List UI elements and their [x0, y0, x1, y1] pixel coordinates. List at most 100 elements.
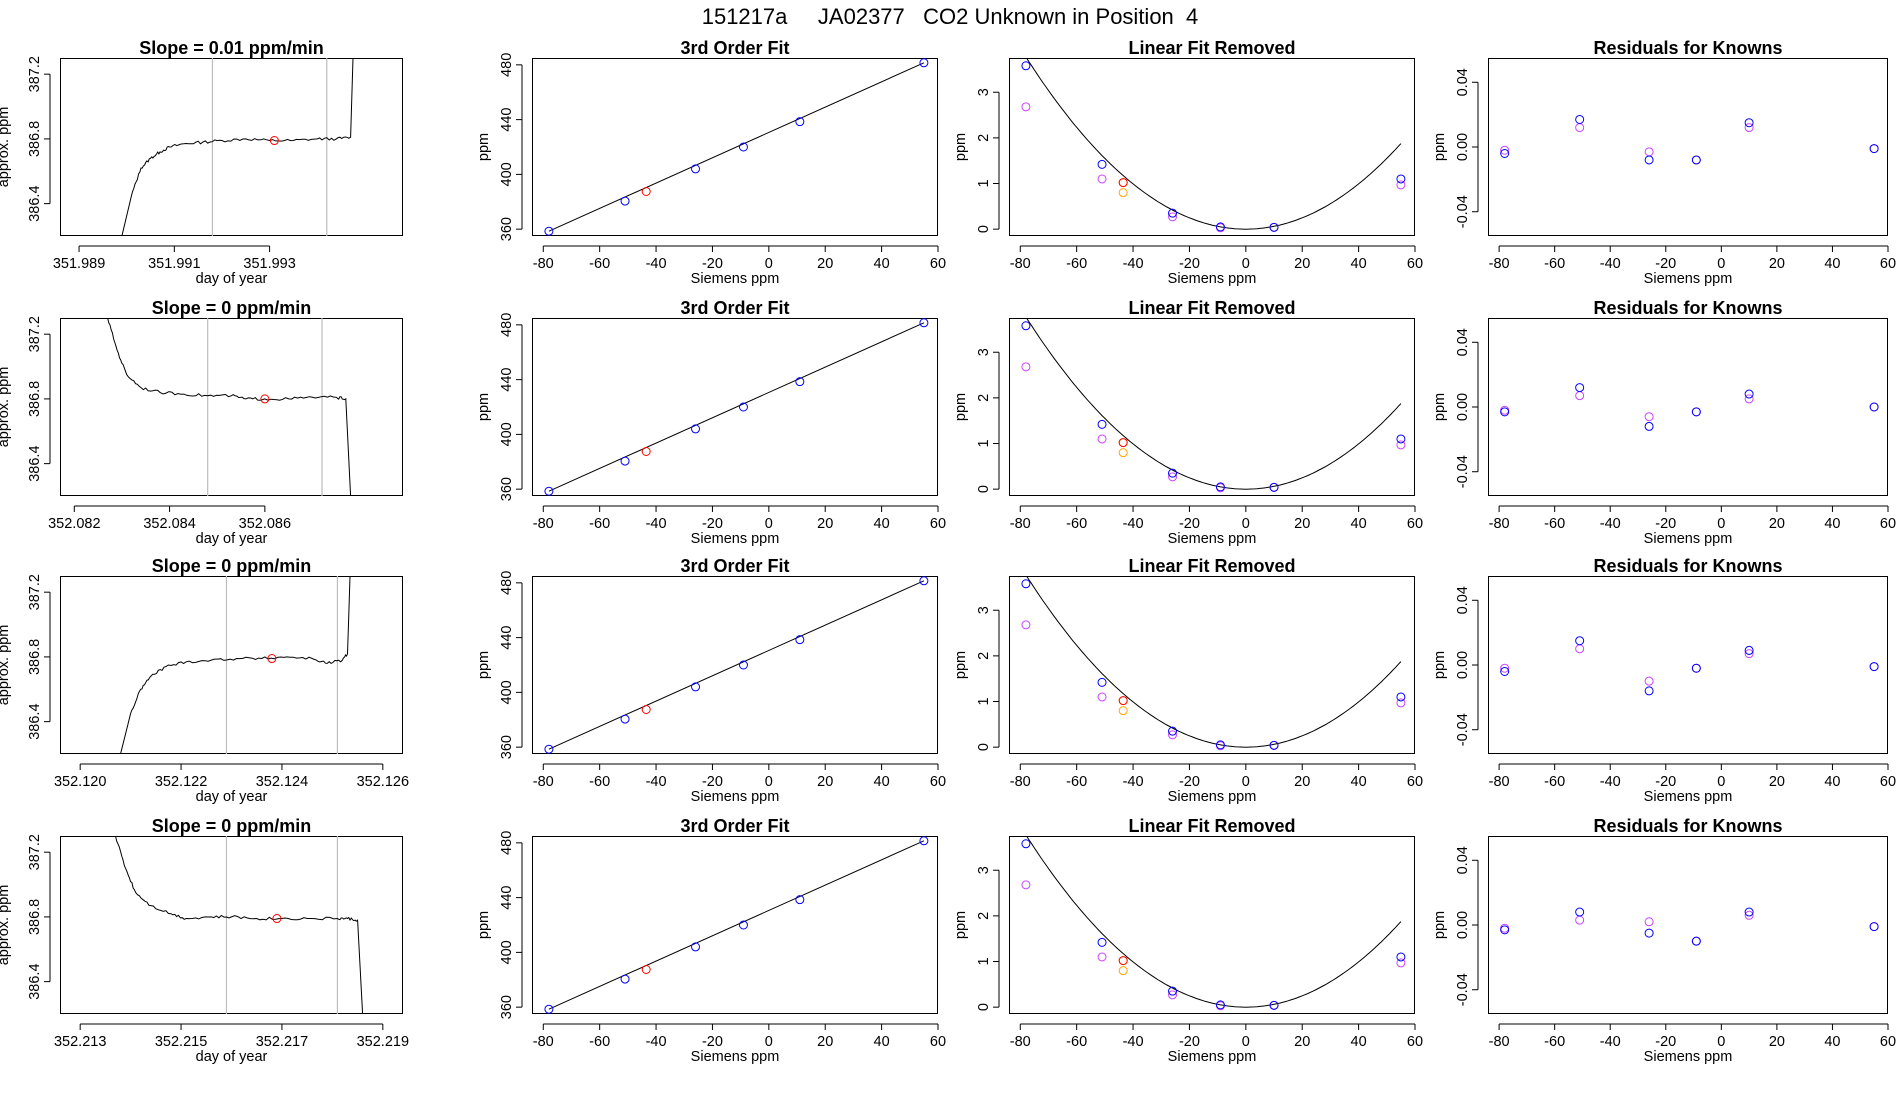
- x-tick-label: 60: [1407, 256, 1423, 272]
- standard-point: [1021, 839, 1031, 849]
- y-tick-label: 387.2: [27, 834, 43, 870]
- y-tick-label: 386.8: [27, 121, 43, 157]
- x-tick-label: 20: [1769, 774, 1785, 790]
- x-tick-label: -60: [1544, 516, 1565, 532]
- x-tick-label: 20: [1294, 1034, 1310, 1050]
- x-tick-label: -80: [533, 516, 554, 532]
- y-tick-label: 400: [499, 680, 515, 704]
- y-axis-label: ppm: [953, 911, 969, 939]
- x-tick-label: 0: [765, 774, 773, 790]
- standard-point: [1269, 740, 1279, 750]
- residual-point-alt: [1644, 147, 1654, 157]
- residual-point-alt: [1744, 123, 1754, 133]
- standard-point-alt: [1168, 730, 1178, 740]
- y-tick-label: 3: [976, 88, 992, 96]
- plot-frame: [1009, 318, 1415, 496]
- x-tick-label: 60: [1407, 516, 1423, 532]
- y-tick-label: 360: [499, 995, 515, 1019]
- residual-point-alt: [1575, 123, 1585, 133]
- x-tick-label: -20: [1179, 516, 1200, 532]
- standard-point: [1396, 952, 1406, 962]
- panel-title: Residuals for Knowns: [1593, 298, 1782, 318]
- x-tick-label: 20: [817, 516, 833, 532]
- residual-point: [1869, 144, 1879, 154]
- x-tick-label: 40: [1824, 1034, 1840, 1050]
- x-tick-label: 0: [1717, 774, 1725, 790]
- plot-frame: [60, 836, 403, 1014]
- standard-point: [620, 714, 630, 724]
- y-tick-label: 386.8: [27, 899, 43, 935]
- y-tick-label: 3: [976, 866, 992, 874]
- y-axis-label: ppm: [1432, 393, 1448, 421]
- residual-point-alt: [1575, 644, 1585, 654]
- standard-point-alt: [1021, 620, 1031, 630]
- x-axis-label: day of year: [196, 531, 268, 547]
- residual-point: [1644, 928, 1654, 938]
- chart-panel-linear-row4: Linear Fit Removed -80 -60 -40 -20 0 20 40 60 Sie…: [953, 816, 1423, 1065]
- fit-curve: [1025, 318, 1402, 490]
- x-tick-label: 60: [1407, 774, 1423, 790]
- plot-area: [1021, 318, 1406, 493]
- chart-panel-timeseries-row4: Slope = 0 ppm/min 352.213 352.215 352.217 35…: [0, 816, 409, 1065]
- x-tick-label: -60: [589, 774, 610, 790]
- y-tick-label: -0.04: [1455, 195, 1471, 228]
- x-tick-label: 60: [1880, 774, 1896, 790]
- standard-point: [738, 660, 748, 670]
- y-tick-label: 480: [499, 313, 515, 337]
- residual-point: [1691, 663, 1701, 673]
- plot-frame: [1488, 576, 1888, 754]
- y-tick-label: 3: [976, 606, 992, 614]
- standard-point: [1396, 174, 1406, 184]
- y-tick-label: 480: [499, 831, 515, 855]
- x-axis-label: day of year: [196, 271, 268, 287]
- x-tick-label: 60: [1880, 256, 1896, 272]
- standard-point-alt: [1396, 698, 1406, 708]
- y-axis-label: approx. ppm: [0, 367, 12, 448]
- residual-point-alt: [1744, 649, 1754, 659]
- x-axis-label: Siemens ppm: [1644, 271, 1733, 287]
- plot-area: [1500, 907, 1879, 946]
- residual-point: [1869, 922, 1879, 932]
- y-tick-label: 2: [976, 394, 992, 402]
- x-tick-label: -80: [1489, 774, 1510, 790]
- fit-line: [548, 580, 925, 750]
- orange-point: [1118, 448, 1128, 458]
- standard-point: [1215, 1000, 1225, 1010]
- orange-point: [1118, 706, 1128, 716]
- unknown-sample-point: [641, 447, 651, 456]
- x-tick-label: 40: [1824, 256, 1840, 272]
- y-tick-label: 400: [499, 422, 515, 446]
- x-tick-label: -40: [1600, 1034, 1621, 1050]
- standard-point: [738, 402, 748, 412]
- unknown-sample-point: [641, 705, 651, 714]
- x-tick-label: 60: [930, 774, 946, 790]
- panel-title: Residuals for Knowns: [1593, 38, 1782, 58]
- unknown-sample-point: [1118, 178, 1128, 188]
- orange-point: [1118, 966, 1128, 976]
- x-tick-label: 352.082: [48, 516, 100, 532]
- x-tick-label: 40: [1351, 516, 1367, 532]
- residual-point: [1691, 936, 1701, 946]
- standard-point-alt: [1097, 434, 1107, 444]
- standard-point: [1269, 482, 1279, 492]
- x-axis-label: Siemens ppm: [691, 1049, 780, 1065]
- residual-point-alt: [1575, 915, 1585, 925]
- panel-title: Linear Fit Removed: [1128, 38, 1295, 58]
- x-tick-label: 351.993: [243, 256, 295, 272]
- y-tick-label: 1: [976, 957, 992, 965]
- chart-panel-timeseries-row2: Slope = 0 ppm/min 352.082 352.084 352.086 da…: [0, 298, 403, 547]
- y-axis-label: approx. ppm: [0, 107, 12, 188]
- plot-frame: [1009, 58, 1415, 236]
- residual-point: [1744, 907, 1754, 917]
- series-line-approx-ppm: [120, 576, 351, 754]
- y-tick-label: 386.4: [27, 445, 43, 481]
- x-tick-label: -40: [1600, 256, 1621, 272]
- x-tick-label: -40: [646, 774, 667, 790]
- plot-frame: [60, 58, 403, 236]
- y-axis-label: ppm: [476, 133, 492, 161]
- x-tick-label: 40: [1824, 774, 1840, 790]
- plot-area: [1021, 836, 1406, 1011]
- standard-point: [544, 486, 554, 496]
- y-tick-label: 0.04: [1455, 328, 1471, 356]
- x-tick-label: 352.084: [143, 516, 195, 532]
